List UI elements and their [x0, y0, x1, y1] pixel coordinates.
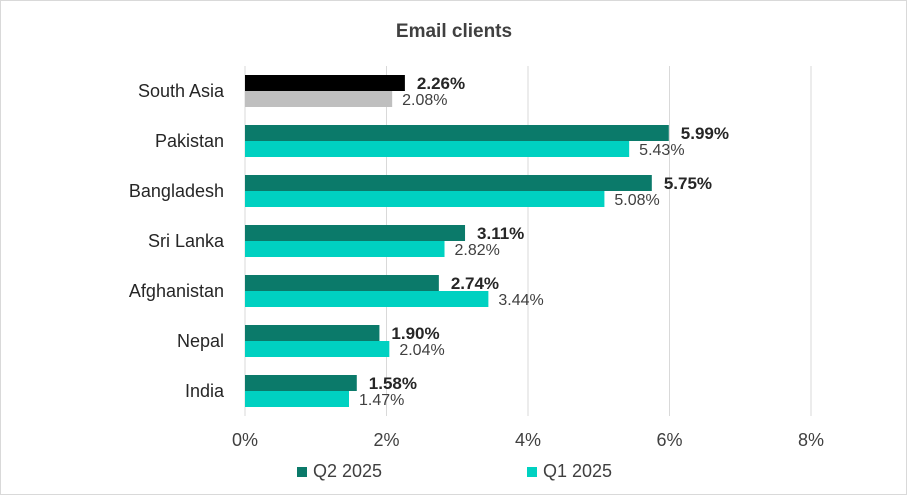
bar-india-q2-2025 — [245, 375, 357, 391]
legend-label-q2-2025: Q2 2025 — [313, 461, 382, 481]
bar-afghanistan-q1-2025 — [245, 291, 489, 307]
bar-bangladesh-q2-2025 — [245, 175, 652, 191]
bar-pakistan-q2-2025 — [245, 125, 669, 141]
x-tick-label: 2% — [373, 430, 399, 450]
bar-bangladesh-q1-2025 — [245, 191, 605, 207]
legend-label-q1-2025: Q1 2025 — [543, 461, 612, 481]
category-label-bangladesh: Bangladesh — [129, 181, 224, 201]
data-label-south-asia-q1-2025: 2.08% — [402, 92, 447, 109]
data-label-india-q2-2025: 1.58% — [369, 374, 417, 393]
data-label-bangladesh-q1-2025: 5.08% — [614, 192, 659, 209]
bars: 2.26%2.08% 5.99%5.43% 5.75% 5.08% 3.11%2.82%… — [245, 74, 729, 409]
bar-pakistan-q1-2025 — [245, 141, 630, 157]
bar-south-asia-q1-2025 — [245, 91, 393, 107]
x-tick-label: 8% — [798, 430, 824, 450]
legend: Q2 2025 Q1 2025 — [297, 461, 612, 481]
category-label-sri-lanka: Sri Lanka — [148, 231, 225, 251]
category-label-nepal: Nepal — [177, 331, 224, 351]
data-label-pakistan-q2-2025: 5.99% — [681, 124, 729, 143]
x-axis-ticks: 0% 2% 4% 6% 8% — [232, 430, 824, 450]
bar-india-q1-2025 — [245, 391, 350, 407]
data-label-sri-lanka-q2-2025: 3.11% — [477, 224, 524, 243]
data-label-sri-lanka-q1-2025: 2.82% — [455, 242, 500, 259]
data-label-nepal-q1-2025: 2.04% — [399, 342, 444, 359]
bar-nepal-q2-2025 — [245, 325, 380, 341]
data-label-nepal-q2-2025: 1.90% — [391, 324, 439, 343]
legend-swatch-q2-2025 — [297, 467, 307, 477]
legend-swatch-q1-2025 — [527, 467, 537, 477]
bar-afghanistan-q2-2025 — [245, 275, 439, 291]
category-labels: South Asia Pakistan Bangladesh Sri Lanka Afg… — [129, 81, 225, 401]
category-label-afghanistan: Afghanistan — [129, 281, 224, 301]
data-label-pakistan-q1-2025: 5.43% — [639, 142, 684, 159]
bar-sri-lanka-q1-2025 — [245, 241, 445, 257]
category-label-india: India — [185, 381, 225, 401]
bar-south-asia-q2-2025 — [245, 75, 405, 91]
chart-title: Email clients — [396, 21, 512, 42]
category-label-south-asia: South Asia — [138, 81, 225, 101]
x-tick-label: 4% — [515, 430, 541, 450]
data-label-south-asia-q2-2025: 2.26% — [417, 74, 465, 93]
data-label-afghanistan-q1-2025: 3.44% — [498, 292, 543, 309]
data-label-bangladesh-q2-2025: 5.75% — [664, 174, 712, 193]
data-label-afghanistan-q2-2025: 2.74% — [451, 274, 499, 293]
bar-sri-lanka-q2-2025 — [245, 225, 466, 241]
x-tick-label: 0% — [232, 430, 258, 450]
data-label-india-q1-2025: 1.47% — [359, 392, 404, 409]
bar-nepal-q1-2025 — [245, 341, 390, 357]
category-label-pakistan: Pakistan — [155, 131, 224, 151]
x-tick-label: 6% — [656, 430, 682, 450]
